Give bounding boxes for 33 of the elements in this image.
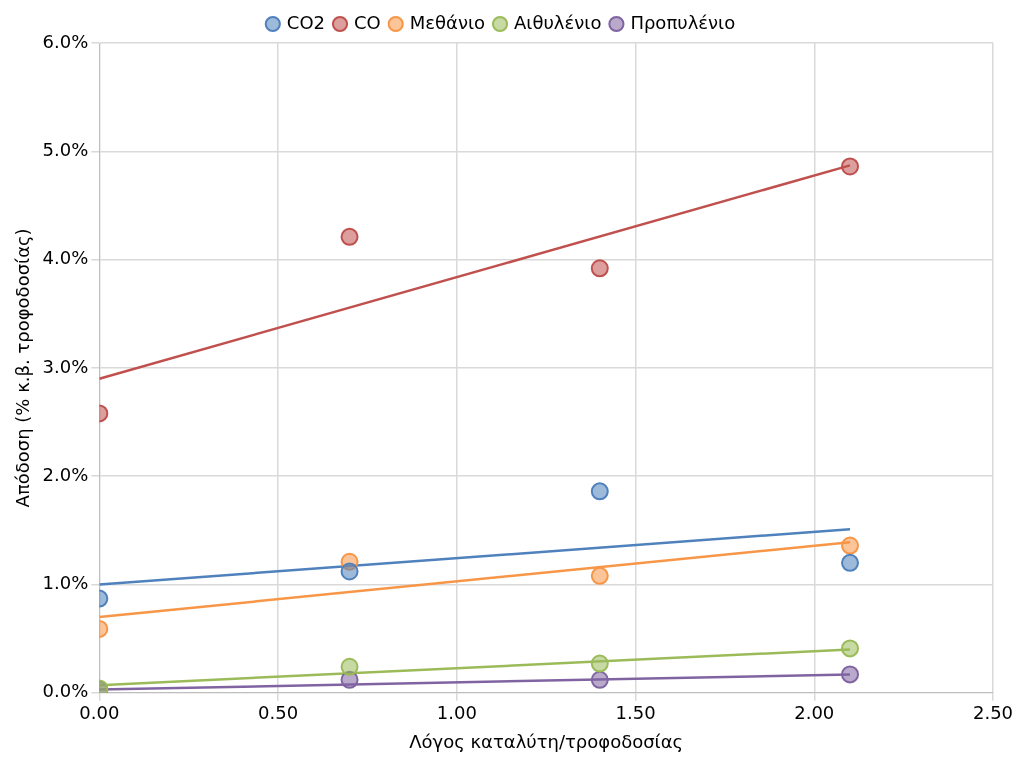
point <box>841 157 860 176</box>
x-tick-label: 2.50 <box>972 702 1014 724</box>
point <box>841 553 860 572</box>
y-tick-label: 2.0% <box>42 463 89 485</box>
legend-label: Προπυλένιο <box>630 11 736 33</box>
y-axis-title: Απόδοση (% κ.β. τροφοδοσίας) <box>12 228 34 508</box>
y-tick-label: 3.0% <box>42 355 89 377</box>
point <box>841 536 860 555</box>
y-tick-label: 0.0% <box>42 680 89 702</box>
y-tick-label: 1.0% <box>42 572 89 594</box>
point <box>340 657 359 676</box>
y-tick-label: 6.0% <box>42 30 89 52</box>
x-tick-label: 0.00 <box>79 702 120 724</box>
x-tick-label: 2.00 <box>794 702 835 724</box>
point <box>590 482 609 501</box>
point <box>841 665 860 684</box>
point <box>841 639 860 658</box>
point <box>590 654 609 673</box>
x-tick-label: 1.00 <box>436 702 477 724</box>
y-tick-label: 4.0% <box>42 247 89 269</box>
legend-label: Αιθυλένιο <box>514 11 602 33</box>
point <box>590 670 609 689</box>
point <box>340 227 359 246</box>
x-axis-title: Λόγος καταλύτη/τροφοδοσίας <box>409 730 684 752</box>
x-tick-label: 1.50 <box>615 702 656 724</box>
y-tick-label: 5.0% <box>42 138 89 160</box>
point <box>340 562 359 581</box>
x-tick-label: 0.50 <box>258 702 299 724</box>
legend-label: Μεθάνιο <box>409 11 486 33</box>
point <box>590 259 609 278</box>
point <box>590 566 609 585</box>
legend-label: CO2 <box>286 11 326 33</box>
legend-label: CO <box>354 11 381 33</box>
